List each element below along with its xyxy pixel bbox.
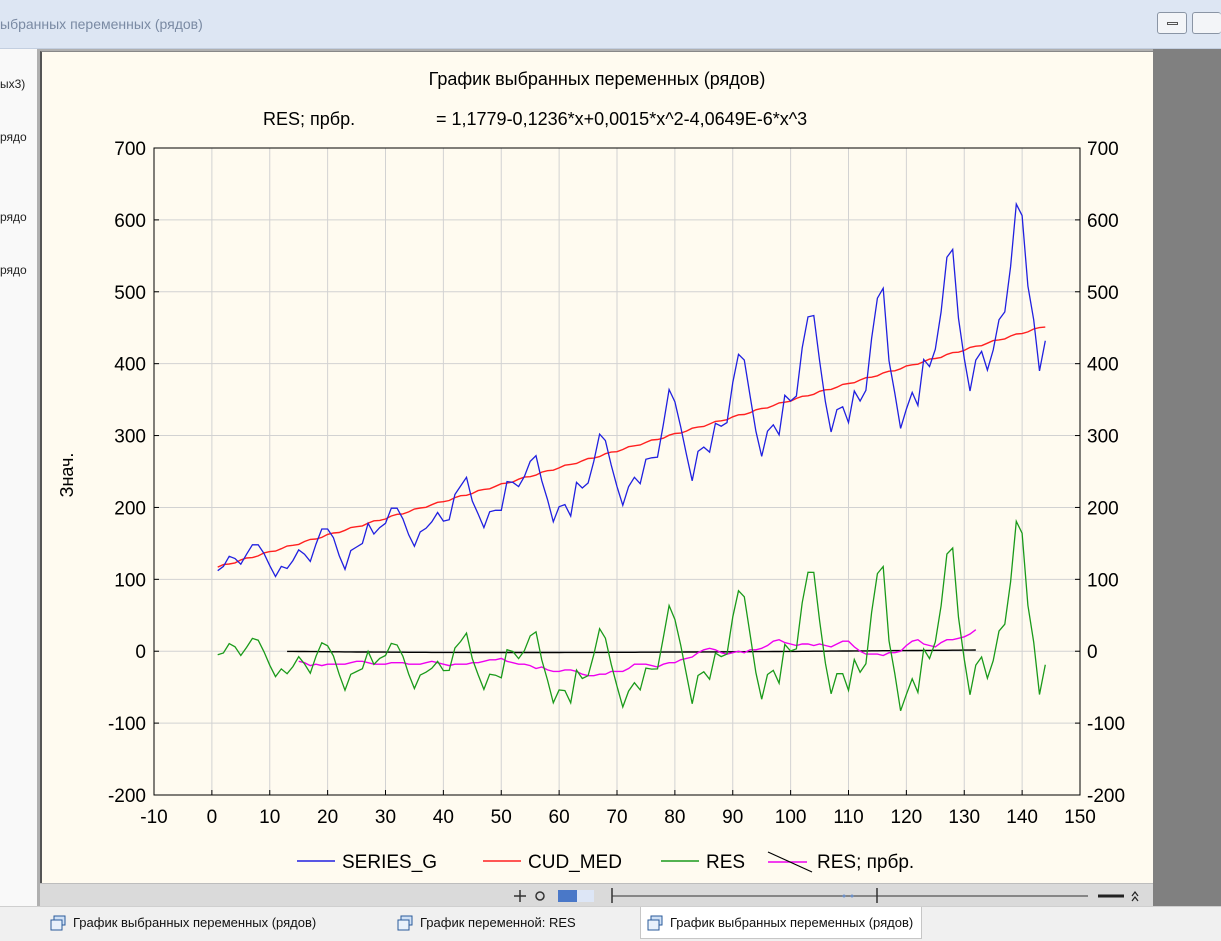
legend-swatch-res-fit — [767, 851, 813, 873]
series-res-line — [217, 518, 1046, 712]
chart-window-icon — [397, 915, 413, 930]
axis-ticks: -10 0 10 20 30 40 50 60 70 80 90 100 110 120 130 140 150… — [108, 139, 1125, 828]
tab-label: График переменной: RES — [420, 915, 576, 930]
tab-bar: График выбранных переменных (рядов) Граф… — [0, 906, 1221, 941]
tab-graph-selected-vars-2[interactable]: График выбранных переменных (рядов) — [640, 907, 923, 939]
y-tick-label-right: 100 — [1087, 570, 1119, 591]
tab-label: График выбранных переменных (рядов) — [670, 915, 914, 930]
x-tick-label: 70 — [606, 807, 627, 828]
y-tick-label: 400 — [114, 355, 146, 376]
x-tick-label: 120 — [891, 807, 923, 828]
zoom-icon[interactable] — [535, 891, 545, 901]
window-title: ыбранных переменных (рядов) — [0, 16, 203, 32]
x-tick-label: 90 — [722, 807, 743, 828]
pan-icon[interactable] — [514, 890, 526, 902]
scroll-controls — [514, 888, 1139, 903]
y-tick-label-right: 0 — [1087, 642, 1098, 663]
y-tick-label-right: -100 — [1087, 714, 1125, 735]
y-tick-label-right: 500 — [1087, 283, 1119, 304]
restore-button[interactable] — [1157, 12, 1187, 34]
tab-label: График выбранных переменных (рядов) — [73, 915, 317, 930]
y-tick-label-right: 200 — [1087, 498, 1119, 519]
y-tick-label-right: -200 — [1087, 786, 1125, 807]
color-swatch-icon[interactable] — [558, 890, 594, 902]
maximize-button[interactable] — [1192, 12, 1221, 34]
x-tick-label: 20 — [317, 807, 338, 828]
x-tick-label: 150 — [1064, 807, 1096, 828]
series-cud-med-line — [217, 326, 1046, 568]
left-panel-item[interactable]: рядо — [0, 130, 27, 144]
right-panel — [1153, 49, 1221, 909]
chart-subtitle-label: RES; прбр. — [263, 109, 355, 129]
horizontal-scrollbar[interactable] — [40, 883, 1153, 906]
plot-border — [153, 147, 1081, 796]
y-tick-label-right: 600 — [1087, 211, 1119, 232]
series-lines — [217, 201, 1046, 712]
y-tick-label-right: 400 — [1087, 355, 1119, 376]
y-tick-label: 500 — [114, 283, 146, 304]
x-tick-label: 80 — [664, 807, 685, 828]
legend: SERIES_G CUD_MED RES RES; прбр. — [297, 851, 914, 873]
series-g-line — [217, 201, 1046, 578]
y-tick-label: -200 — [108, 786, 146, 807]
restore-icon — [1167, 22, 1178, 25]
legend-label-res: RES — [706, 852, 745, 873]
left-panel-item[interactable]: рядо — [0, 210, 27, 224]
scroll-track[interactable] — [611, 888, 1088, 903]
y-tick-label: 600 — [114, 211, 146, 232]
series-res-smooth-line — [298, 629, 977, 677]
chart-window-icon — [647, 915, 663, 930]
x-tick-label: 110 — [833, 807, 863, 828]
grid — [154, 148, 1080, 795]
tab-graph-selected-vars-1[interactable]: График выбранных переменных (рядов) — [50, 907, 316, 938]
y-tick-label: 700 — [114, 139, 146, 160]
chart-subtitle-formula: = 1,1779-0,1236*x+0,0015*x^2-4,0649E-6*x… — [436, 109, 807, 129]
x-tick-label: 140 — [1006, 807, 1038, 828]
y-tick-label: 300 — [114, 427, 146, 448]
x-tick-label: 130 — [948, 807, 980, 828]
y-tick-label: 0 — [135, 642, 146, 663]
y-axis-label: Знач. — [57, 453, 77, 498]
y-tick-label-right: 300 — [1087, 427, 1119, 448]
x-tick-label: 100 — [775, 807, 807, 828]
tab-graph-res[interactable]: График переменной: RES — [397, 907, 576, 938]
left-panel-item[interactable]: ых3) — [0, 77, 26, 91]
legend-label-series-g: SERIES_G — [342, 852, 437, 873]
x-tick-label: 10 — [259, 807, 280, 828]
x-tick-label: 30 — [375, 807, 396, 828]
y-tick-label-right: 700 — [1087, 139, 1119, 160]
window-titlebar: ыбранных переменных (рядов) — [0, 0, 1221, 49]
legend-label-res-smooth: RES; прбр. — [817, 852, 914, 873]
y-tick-label: -100 — [108, 714, 146, 735]
x-tick-label: -10 — [140, 807, 167, 828]
series-res-fit-line — [287, 649, 976, 654]
chart-window-icon — [50, 915, 66, 930]
x-tick-label: 40 — [433, 807, 454, 828]
chevron-up-icon[interactable] — [1131, 891, 1139, 902]
x-tick-label: 0 — [207, 807, 218, 828]
chart-title: График выбранных переменных (рядов) — [429, 69, 766, 89]
legend-label-cud-med: CUD_MED — [528, 852, 622, 873]
y-tick-label: 100 — [114, 570, 146, 591]
y-tick-label: 200 — [114, 498, 146, 519]
x-tick-label: 60 — [549, 807, 570, 828]
x-tick-label: 50 — [491, 807, 512, 828]
left-panel: ых3) рядо рядо рядо — [0, 49, 38, 909]
chart-background — [40, 51, 1154, 884]
left-panel-item[interactable]: рядо — [0, 263, 27, 277]
